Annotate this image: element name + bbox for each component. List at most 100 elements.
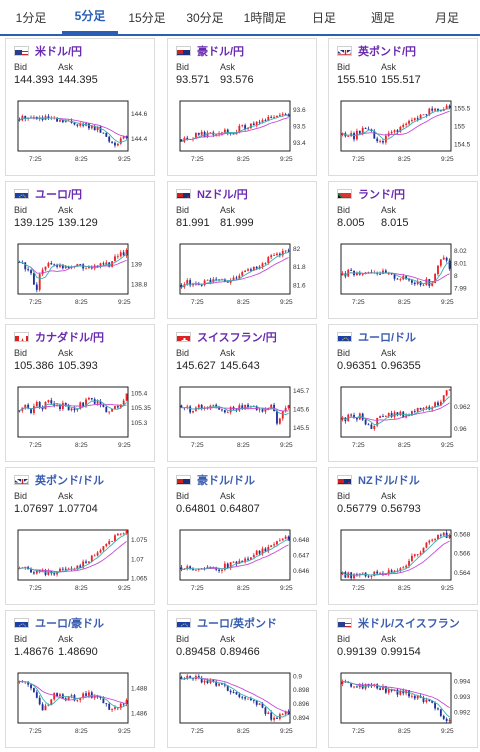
price-chart[interactable]: 8.02 8.01 8 7.99 7:25 8:25 9:25	[329, 234, 479, 320]
currency-pair-card[interactable]: 英ポンド/ドル Bid Ask 1.07697 1.07704 1.075 1.07 1.06…	[5, 467, 155, 605]
candle-down	[99, 696, 102, 699]
price-chart[interactable]: 0.648 0.647 0.646 7:25 8:25 9:25	[168, 520, 318, 606]
pair-name-link[interactable]: NZドル/円	[197, 189, 248, 201]
candle-down	[56, 117, 59, 122]
x-tick-label: 9:25	[280, 156, 293, 163]
price-chart[interactable]: 93.6 93.5 93.4 7:25 8:25 9:25	[168, 91, 318, 177]
currency-pair-card[interactable]: NZドル/ドル Bid Ask 0.56779 0.56793 0.568 0.566 0.5…	[328, 467, 478, 605]
price-chart[interactable]: 0.9 0.898 0.896 0.894 7:25 8:25 9:25	[168, 663, 318, 749]
candle-down	[448, 260, 451, 269]
candle-down	[439, 110, 442, 112]
currency-pair-card[interactable]: NZドル/円 Bid Ask 81.991 81.999 82 81.8 81.6 7:25 8:…	[167, 181, 317, 319]
card-header: ランド/円	[337, 187, 405, 201]
candle-down	[370, 424, 373, 429]
currency-pair-card[interactable]: ユーロ/ドル Bid Ask 0.96351 0.96355 0.962 0.96 7:25 8…	[328, 324, 478, 462]
candle-down	[379, 688, 382, 690]
price-chart[interactable]: 1.075 1.07 1.065 7:25 8:25 9:25	[6, 520, 156, 606]
candle-down	[102, 698, 105, 704]
pair-name-link[interactable]: 豪ドル/円	[197, 46, 245, 58]
tab-4[interactable]: 30分足	[186, 10, 224, 25]
tab-8[interactable]: 月足	[434, 10, 459, 25]
candle-down	[264, 548, 267, 552]
ask-label: Ask	[381, 634, 397, 644]
candle-up	[116, 533, 119, 536]
price-chart[interactable]: 0.994 0.993 0.992 7:25 8:25 9:25	[329, 663, 479, 749]
price-chart[interactable]: 139 138.8 7:25 8:25 9:25	[6, 234, 156, 320]
price-chart[interactable]: 155.5 155 154.5 7:25 8:25 9:25	[329, 91, 479, 177]
candle-down	[244, 697, 247, 699]
candle-down	[364, 127, 367, 129]
candle-down	[30, 684, 32, 689]
candle-down	[238, 694, 241, 697]
bid-label: Bid	[14, 348, 28, 358]
pair-name-link[interactable]: 豪ドル/ドル	[197, 475, 256, 487]
candle-down	[47, 116, 50, 119]
x-tick-label: 7:25	[191, 156, 204, 163]
currency-pair-card[interactable]: スイスフラン/円 Bid Ask 145.627 145.643 145.7 145.6 14…	[167, 324, 317, 462]
pair-name-link[interactable]: 米ドル/スイスフラン	[358, 618, 460, 630]
y-tick-label: 0.896	[293, 701, 310, 708]
candle-up	[194, 569, 197, 571]
currency-pair-card[interactable]: ユーロ/英ポンド Bid Ask 0.89458 0.89466 0.9 0.898 0.89…	[167, 610, 317, 748]
candle-up	[387, 413, 390, 417]
tab-3[interactable]: 15分足	[128, 10, 166, 25]
pair-name-link[interactable]: 英ポンド/ドル	[35, 475, 105, 487]
currency-pair-card[interactable]: 豪ドル/ドル Bid Ask 0.64801 0.64807 0.648 0.647 0.64…	[167, 467, 317, 605]
tab-7[interactable]: 週足	[370, 10, 395, 25]
currency-pair-card[interactable]: ランド/円 Bid Ask 8.005 8.015 8.02 8.01 8 7.99 7:25 8:…	[328, 181, 478, 319]
pair-name-link[interactable]: 英ポンド/円	[358, 46, 417, 58]
price-chart[interactable]: 0.568 0.566 0.564 7:25 8:25 9:25	[329, 520, 479, 606]
candle-up	[410, 119, 413, 121]
price-chart[interactable]: 1.488 1.486 7:25 8:25 9:25	[6, 663, 156, 749]
candle-down	[197, 133, 200, 135]
y-tick-label: 81.6	[293, 282, 306, 289]
pair-name-link[interactable]: 米ドル/円	[35, 46, 83, 58]
candle-down	[439, 709, 442, 716]
tab-1[interactable]: 1分足	[15, 10, 47, 25]
tab-6[interactable]: 日足	[311, 10, 336, 25]
candle-down	[27, 404, 30, 409]
price-chart[interactable]: 145.7 145.6 145.5 7:25 8:25 9:25	[168, 377, 318, 463]
currency-pair-card[interactable]: 豪ドル/円 Bid Ask 93.571 93.576 93.6 93.5 93.4 7:25 8…	[167, 38, 317, 176]
candle-down	[431, 108, 434, 111]
candle-down	[370, 272, 373, 273]
candle-up	[439, 401, 442, 406]
price-chart[interactable]: 144.6 144.4 7:25 8:25 9:25	[6, 91, 156, 177]
currency-pair-card[interactable]: ユーロ/円 Bid Ask 139.125 139.129 139 138.8 7:25 8:2…	[5, 181, 155, 319]
pair-name-link[interactable]: NZドル/ドル	[358, 475, 420, 487]
pair-name-link[interactable]: カナダドル/円	[35, 332, 105, 344]
candle-up	[387, 273, 390, 275]
tab-5[interactable]: 1時間足	[243, 10, 287, 25]
currency-pair-card[interactable]: 米ドル/円 Bid Ask 144.393 144.395 144.6 144.4 7:25 8…	[5, 38, 155, 176]
candle-down	[445, 532, 448, 538]
pair-name-link[interactable]: ユーロ/英ポンド	[197, 618, 278, 630]
x-tick-label: 9:25	[280, 442, 293, 449]
price-chart[interactable]: 0.962 0.96 7:25 8:25 9:25	[329, 377, 479, 463]
candle-down	[90, 397, 93, 400]
moving-average-short	[181, 677, 289, 718]
pair-name-link[interactable]: ユーロ/ドル	[358, 332, 417, 344]
candle-down	[241, 696, 244, 698]
price-chart[interactable]: 82 81.8 81.6 7:25 8:25 9:25	[168, 234, 318, 320]
candle-down	[221, 409, 223, 411]
currency-pair-card[interactable]: 英ポンド/円 Bid Ask 155.510 155.517 155.5 155 154.5 7…	[328, 38, 478, 176]
currency-pair-card[interactable]: 米ドル/スイスフラン Bid Ask 0.99139 0.99154 0.994 0.993…	[328, 610, 478, 748]
candle-down	[396, 412, 399, 416]
candle-down	[79, 264, 82, 265]
candle-down	[226, 281, 229, 283]
pair-name-link[interactable]: ランド/円	[358, 189, 406, 201]
pair-name-link[interactable]: ユーロ/豪ドル	[35, 618, 105, 630]
ask-label: Ask	[58, 62, 74, 72]
x-tick-label: 8:25	[398, 442, 411, 449]
pair-name-link[interactable]: ユーロ/円	[35, 189, 83, 201]
currency-pair-card[interactable]: カナダドル/円 Bid Ask 105.386 105.393 105.4 105.35 10…	[5, 324, 155, 462]
currency-pair-card[interactable]: ユーロ/豪ドル Bid Ask 1.48676 1.48690 1.488 1.486 7:2…	[5, 610, 155, 748]
candle-down	[73, 408, 76, 411]
candle-down	[38, 402, 41, 408]
tab-2[interactable]: 5分足	[62, 0, 118, 34]
price-chart[interactable]: 105.4 105.35 105.3 7:25 8:25 9:25	[6, 377, 156, 463]
pair-name-link[interactable]: スイスフラン/円	[197, 332, 277, 344]
candle-down	[67, 405, 70, 411]
moving-average-short	[181, 406, 289, 415]
bid-value: 0.99139	[337, 646, 377, 658]
